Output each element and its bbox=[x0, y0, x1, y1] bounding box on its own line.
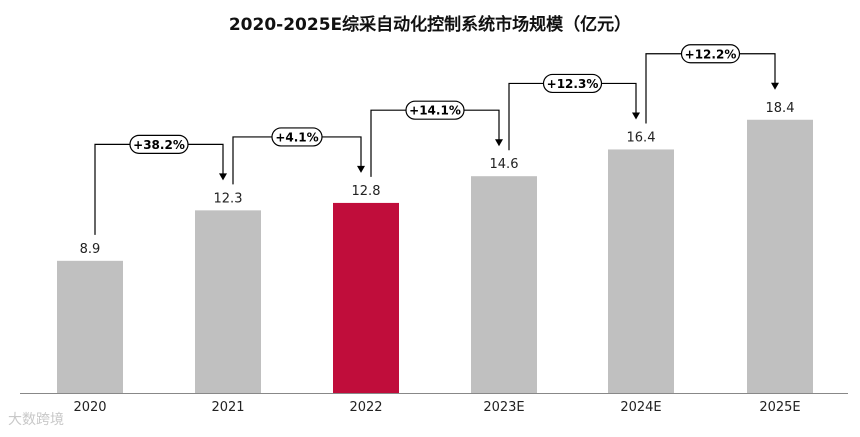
growth-pill-4 bbox=[680, 44, 741, 64]
growth-label-3: +12.3% bbox=[547, 77, 599, 91]
growth-pill-0 bbox=[129, 134, 189, 154]
value-label-2021: 12.3 bbox=[214, 191, 243, 206]
value-label-2020: 8.9 bbox=[80, 242, 101, 257]
category-label-2021: 2021 bbox=[211, 400, 244, 415]
growth-arrowhead-0 bbox=[219, 173, 227, 181]
growth-label-0: +38.2% bbox=[133, 138, 185, 152]
growth-arrowhead-1 bbox=[357, 165, 365, 173]
category-label-2020: 2020 bbox=[73, 400, 106, 415]
bar-2021 bbox=[195, 210, 261, 393]
bar-2024E bbox=[608, 149, 674, 393]
growth-label-4: +12.2% bbox=[685, 47, 737, 61]
value-label-2023E: 14.6 bbox=[490, 157, 519, 172]
growth-arrowhead-3 bbox=[632, 112, 640, 120]
category-label-2023E: 2023E bbox=[483, 400, 524, 415]
bar-2022 bbox=[333, 202, 399, 393]
growth-label-1: +4.1% bbox=[275, 130, 318, 144]
chart-title: 2020-2025E综采自动化控制系统市场规模（亿元） bbox=[228, 15, 632, 35]
growth-pill-2 bbox=[405, 100, 465, 120]
growth-pill-1 bbox=[271, 127, 323, 147]
bar-2025E bbox=[747, 119, 813, 393]
bar-2020 bbox=[57, 260, 123, 393]
growth-pill-3 bbox=[542, 73, 603, 94]
growth-arrowhead-2 bbox=[495, 139, 503, 147]
value-label-2022: 12.8 bbox=[352, 184, 381, 199]
watermark-logo: 大数跨境 bbox=[8, 412, 64, 428]
bar-2023E bbox=[471, 176, 537, 393]
growth-connector-4 bbox=[645, 53, 776, 124]
value-label-2025E: 18.4 bbox=[766, 101, 795, 116]
growth-label-2: +14.1% bbox=[409, 104, 461, 118]
growth-connector-2 bbox=[370, 109, 500, 177]
growth-arrowhead-4 bbox=[771, 82, 779, 90]
category-label-2022: 2022 bbox=[349, 400, 382, 415]
category-label-2024E: 2024E bbox=[620, 400, 661, 415]
category-label-2025E: 2025E bbox=[759, 400, 800, 415]
value-label-2024E: 16.4 bbox=[627, 130, 656, 145]
growth-connector-3 bbox=[508, 82, 637, 151]
